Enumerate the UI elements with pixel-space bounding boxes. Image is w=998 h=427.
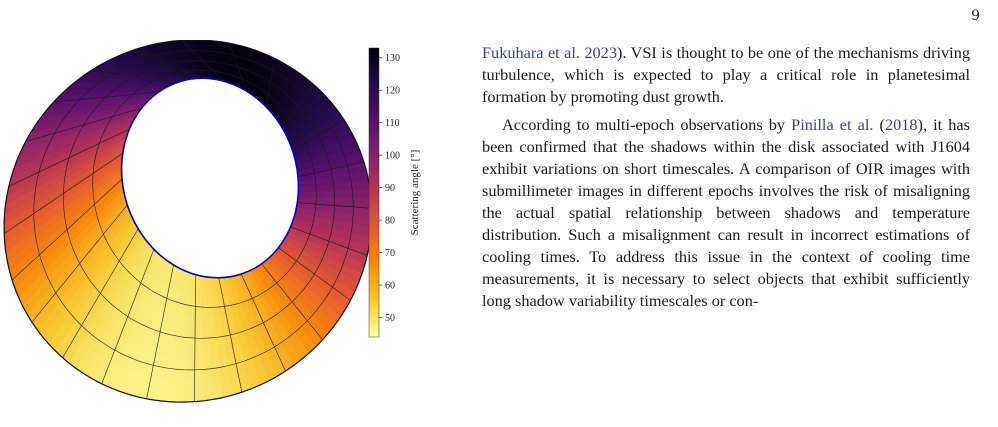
outer-rim-outline: [3, 39, 373, 403]
citation-pinilla[interactable]: Pinilla et al.: [791, 115, 874, 134]
colorbar: 130 120 110 100 90 80 70 60 50 Scattering angle …: [368, 47, 421, 338]
page-number: 9: [971, 8, 980, 24]
body-text: Fukuhara et al. 2023). VSI is thought to…: [482, 42, 970, 312]
colorbar-tick-110: 110: [385, 118, 400, 129]
disk-figure-canvas: 130 120 110 100 90 80 70 60 50 Scattering angle …: [3, 39, 421, 403]
paragraph-2: According to multi-epoch observations by…: [482, 115, 970, 310]
colorbar-tick-50: 50: [385, 313, 395, 324]
colorbar-tick-130: 130: [385, 53, 400, 64]
colorbar-tick-80: 80: [385, 216, 395, 227]
colorbar-tick-60: 60: [385, 281, 395, 292]
colorbar-gradient: [368, 47, 380, 338]
colorbar-label: Scattering angle [°]: [409, 150, 421, 236]
colorbar-tick-100: 100: [385, 151, 400, 162]
inner-rim-outline: [120, 77, 300, 279]
citation-pinilla-year[interactable]: 2018: [884, 115, 918, 134]
paragraph-1: Fukuhara et al. 2023). VSI is thought to…: [482, 43, 970, 106]
disk-grid: [4, 40, 372, 402]
scattering-angle-figure: 130 120 110 100 90 80 70 60 50 Scattering angle …: [0, 39, 440, 423]
citation-fukuhara[interactable]: Fukuhara et al. 2023: [482, 43, 617, 62]
colorbar-tick-90: 90: [385, 183, 395, 194]
colorbar-tick-70: 70: [385, 248, 395, 259]
colorbar-ticks: 130 120 110 100 90 80 70 60 50: [379, 53, 400, 324]
disk-image: [3, 39, 373, 403]
colorbar-tick-120: 120: [385, 86, 400, 97]
